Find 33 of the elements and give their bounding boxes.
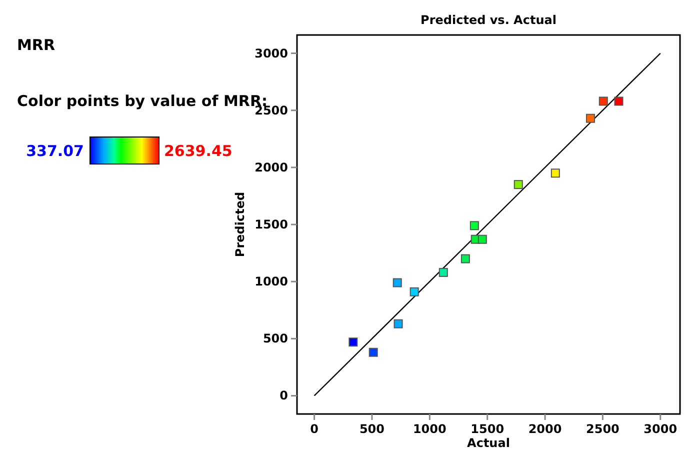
y-tick-label: 1000 xyxy=(254,274,288,289)
y-tick-label: 3000 xyxy=(254,46,288,60)
point xyxy=(478,234,487,244)
point xyxy=(394,319,403,328)
point xyxy=(614,96,624,106)
x-tick-label: 2500 xyxy=(586,422,620,436)
point xyxy=(514,180,523,190)
point xyxy=(470,221,479,230)
x-axis-title: Actual xyxy=(467,436,510,450)
text: MRR xyxy=(17,36,56,54)
point xyxy=(392,278,402,288)
y-tick-label: 2000 xyxy=(254,160,288,174)
text: 2639.45 xyxy=(164,142,232,160)
point xyxy=(586,114,595,123)
point xyxy=(550,168,560,178)
x-tick-label: 0 xyxy=(310,422,318,436)
x-tick-label: 2000 xyxy=(528,422,562,436)
point xyxy=(368,348,378,357)
point xyxy=(438,268,448,277)
y-axis-title: Predicted xyxy=(233,192,247,258)
point xyxy=(410,287,419,296)
x-tick-label: 500 xyxy=(359,422,385,436)
point xyxy=(348,338,358,347)
y-tick-label: 0 xyxy=(280,388,288,403)
y-tick-label: 1500 xyxy=(254,218,288,232)
y-tick-label: 500 xyxy=(262,332,288,346)
text: 337.07 xyxy=(26,142,84,160)
x-tick-label: 1000 xyxy=(412,422,446,436)
x-tick-label: 1500 xyxy=(470,422,504,436)
chart-title: Predicted vs. Actual xyxy=(420,13,556,27)
point xyxy=(598,96,608,106)
x-tick-label: 3000 xyxy=(644,422,678,436)
point xyxy=(460,254,470,264)
